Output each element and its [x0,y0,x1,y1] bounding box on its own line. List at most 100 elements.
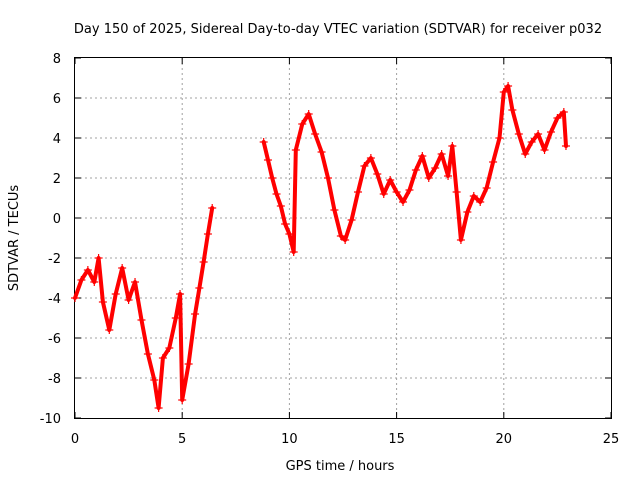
data-point-marker [534,130,543,138]
data-point-marker [405,186,414,194]
y-tick-label: -4 [48,292,61,307]
data-point-marker [392,188,401,196]
data-point-marker [268,174,277,182]
y-tick-label: -8 [48,372,61,387]
data-point-marker [90,278,99,286]
data-point-marker [444,172,453,180]
data-point-marker [323,174,332,182]
data-point-marker [208,204,217,212]
data-point-marker [83,266,92,274]
data-point-marker [137,316,146,324]
data-point-marker [347,216,356,224]
x-tick-label: 10 [281,432,298,447]
data-point-marker [289,248,298,256]
data-point-marker [495,134,504,142]
data-point-marker [553,114,562,122]
data-point-marker [158,354,167,362]
data-point-marker [437,150,446,158]
data-point-marker [463,208,472,216]
data-point-marker [165,344,174,352]
data-point-marker [311,130,320,138]
data-point-marker [499,88,508,96]
data-point-marker [456,236,465,244]
y-tick-label: 6 [53,92,61,107]
data-point-marker [291,146,300,154]
data-point-marker [559,108,568,116]
y-tick-label: 2 [53,172,61,187]
x-axis-label: GPS time / hours [286,459,395,474]
y-tick-label: -10 [40,412,61,427]
data-point-marker [203,230,212,238]
data-point-marker [191,310,200,318]
data-point-marker [178,396,187,404]
data-point-marker [317,148,326,156]
data-point-marker [354,188,363,196]
data-point-marker [263,156,272,164]
data-point-marker [276,202,285,210]
x-tick-label: 5 [178,432,186,447]
y-axis-ticks: -10 -8 -6 -4 -2 0 2 4 6 8 [40,52,611,427]
data-point-marker [330,206,339,214]
data-point-marker [298,120,307,128]
data-point-marker [452,188,461,196]
data-point-marker [285,230,294,238]
data-point-marker [411,166,420,174]
data-point-marker [150,376,159,384]
data-point-marker [199,258,208,266]
data-point-marker [366,154,375,162]
data-point-marker [71,294,79,302]
x-tick-label: 25 [603,432,620,447]
data-point-marker [508,106,517,114]
x-tick-label: 20 [496,432,513,447]
data-point-marker [259,138,268,146]
x-tick-label: 0 [71,432,79,447]
x-axis-ticks: 0 5 10 15 20 25 [71,58,619,447]
data-point-marker [281,220,290,228]
data-point-marker [143,350,152,358]
y-tick-label: 4 [53,132,61,147]
data-point-marker [304,110,313,118]
data-point-marker [431,164,440,172]
data-point-marker [448,142,457,150]
data-series [71,82,570,412]
data-point-marker [469,192,478,200]
data-point-marker [360,162,369,170]
data-point-marker [540,146,549,154]
y-tick-label: 0 [53,212,61,227]
data-point-marker [171,314,180,322]
data-point-marker [546,128,555,136]
series-trace [73,84,568,410]
x-tick-label: 15 [388,432,405,447]
data-point-marker [561,142,570,150]
data-point-marker [373,170,382,178]
data-point-marker [131,278,140,286]
data-point-marker [77,276,86,284]
data-point-marker [195,284,204,292]
data-point-marker [521,150,530,158]
data-point-marker [98,298,107,306]
data-point-marker [118,264,127,272]
data-point-marker [424,174,433,182]
data-point-marker [527,138,536,146]
data-point-marker [476,198,485,206]
data-point-marker [386,176,395,184]
data-point-marker [272,190,281,198]
data-point-marker [184,360,193,368]
chart-title: Day 150 of 2025, Sidereal Day-to-day VTE… [74,22,602,37]
data-point-marker [514,130,523,138]
data-point-marker [482,184,491,192]
data-point-marker [504,82,513,90]
data-point-marker [111,290,120,298]
y-tick-label: -6 [48,332,61,347]
data-point-marker [379,190,388,198]
data-point-marker [336,232,345,240]
y-axis-label: SDTVAR / TECUs [7,185,22,292]
data-point-marker [176,290,185,298]
data-point-marker [94,254,103,262]
y-tick-label: -2 [48,252,61,267]
y-tick-label: 8 [53,52,61,67]
data-point-marker [418,152,427,160]
data-point-marker [341,236,350,244]
data-point-marker [399,198,408,206]
